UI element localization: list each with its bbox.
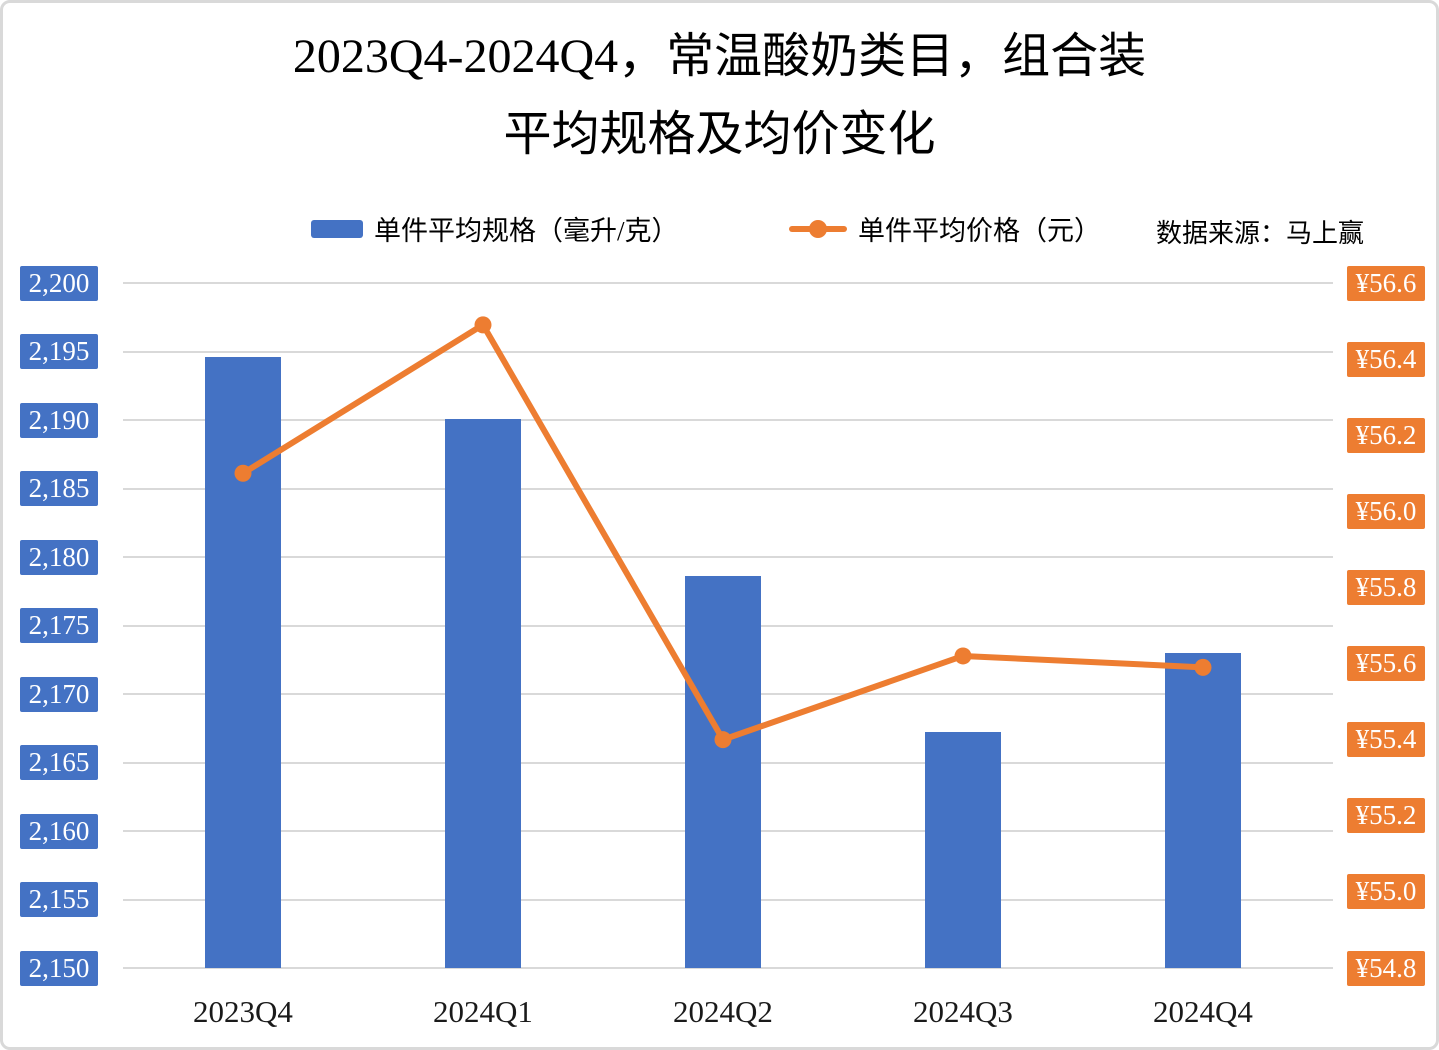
legend-item-price: 单件平均价格（元） xyxy=(789,209,1101,248)
gridline xyxy=(123,967,1333,969)
right-axis-tick: ¥54.8 xyxy=(1347,950,1425,986)
right-axis-tick: ¥56.6 xyxy=(1347,265,1425,301)
x-axis-label: 2024Q1 xyxy=(433,994,533,1029)
right-axis-tick: ¥56.2 xyxy=(1347,417,1425,453)
right-axis-tick: ¥56.4 xyxy=(1347,341,1425,377)
left-axis-tick: 2,175 xyxy=(20,608,98,643)
right-axis-tick: ¥55.2 xyxy=(1347,798,1425,834)
left-axis-tick: 2,180 xyxy=(20,539,98,575)
gridline xyxy=(123,350,1333,353)
plot-area xyxy=(123,282,1333,969)
gridline xyxy=(123,556,1333,558)
left-axis-tick: 2,150 xyxy=(20,950,98,986)
left-axis-tick: 2,195 xyxy=(20,334,98,369)
line-series-marker-icon xyxy=(789,219,847,239)
left-axis-tick: 2,190 xyxy=(20,402,98,438)
data-source-label: 数据来源：马上赢 xyxy=(1156,219,1365,248)
bar-2024Q2 xyxy=(685,576,761,968)
right-axis-tick: ¥56.0 xyxy=(1347,493,1425,529)
left-axis-tick: 2,185 xyxy=(20,471,98,506)
gridline xyxy=(123,419,1333,421)
x-axis-label: 2023Q4 xyxy=(193,994,293,1029)
legend-label-spec: 单件平均规格（毫升/克） xyxy=(374,216,679,246)
bar-series-swatch-icon xyxy=(311,219,363,238)
bar-2024Q1 xyxy=(445,418,521,968)
left-axis-tick: 2,170 xyxy=(20,676,98,712)
x-axis-label: 2024Q3 xyxy=(913,994,1013,1029)
x-axis-label: 2024Q2 xyxy=(673,994,773,1029)
left-axis-tick: 2,155 xyxy=(20,882,98,917)
price-point-2024Q2 xyxy=(714,731,732,749)
left-axis-tick: 2,200 xyxy=(20,265,98,301)
right-axis-tick: ¥55.0 xyxy=(1347,874,1425,910)
price-point-2024Q1 xyxy=(474,316,492,334)
chart-title-line1: 2023Q4-2024Q4，常温酸奶类目，组合装 xyxy=(292,30,1147,83)
legend-label-price: 单件平均价格（元） xyxy=(858,216,1101,246)
price-line-layer xyxy=(234,316,1212,749)
left-axis-tick: 2,160 xyxy=(20,813,98,849)
legend-item-spec: 单件平均规格（毫升/克） xyxy=(311,209,679,248)
price-point-2024Q3 xyxy=(954,647,972,665)
price-point-2024Q4 xyxy=(1194,658,1212,676)
chart-title-line2: 平均规格及均价变化 xyxy=(503,108,936,161)
gridline xyxy=(123,282,1333,284)
gridline xyxy=(123,487,1333,490)
bar-2024Q3 xyxy=(925,732,1001,968)
left-axis-tick: 2,165 xyxy=(20,745,98,780)
price-point-2023Q4 xyxy=(234,464,252,482)
bar-2024Q4 xyxy=(1165,652,1241,968)
x-axis-label: 2024Q4 xyxy=(1153,994,1253,1029)
price-line xyxy=(240,321,1206,743)
right-axis-tick: ¥55.4 xyxy=(1347,722,1425,758)
right-axis-tick: ¥55.8 xyxy=(1347,569,1425,605)
right-axis-tick: ¥55.6 xyxy=(1347,646,1425,682)
